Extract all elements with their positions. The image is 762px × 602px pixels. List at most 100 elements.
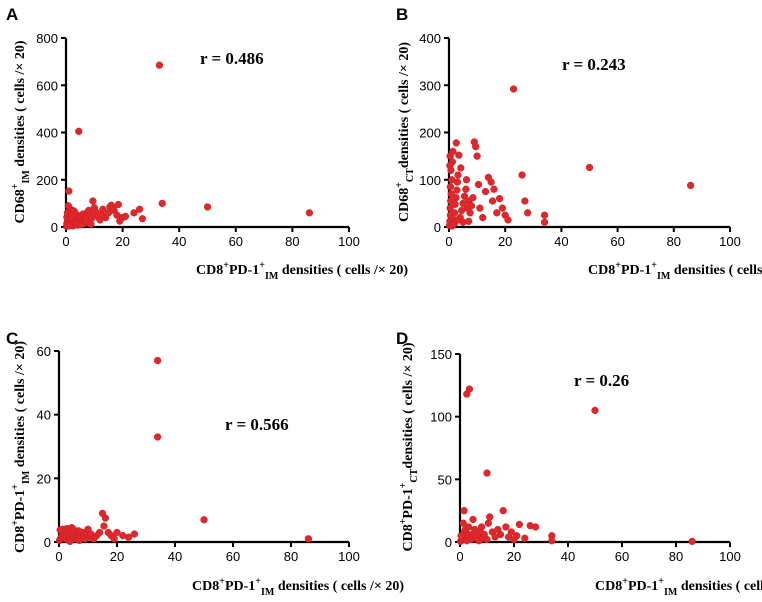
panel-b-point — [479, 213, 487, 222]
panel-b-point — [518, 171, 526, 179]
panel-d-point — [513, 532, 521, 540]
panel-b-y-label-tail: densities ( cells /× 20) — [397, 42, 412, 169]
panel-b-point — [452, 139, 460, 147]
panel-c-point — [100, 522, 108, 530]
panel-a-point — [158, 199, 166, 208]
panel-a-y-tick-label: 400 — [36, 126, 58, 141]
panel-c-x-tick-label: 40 — [168, 549, 182, 564]
panel-c-y-label-mid: PD-1 — [13, 490, 28, 520]
panel-a-x-label-tail: densities ( cells /× 20) — [278, 263, 408, 278]
panel-b-y-tick-label: 400 — [419, 31, 441, 46]
panel-a-y-label-sub: IM — [21, 170, 32, 184]
panel-b-point — [446, 183, 455, 191]
panel-b-point — [451, 200, 459, 208]
panel-b-point — [462, 176, 471, 184]
panel-d-point — [531, 523, 540, 531]
panel-c-y-tick-label: 40 — [37, 408, 51, 423]
panel-a-point — [121, 212, 130, 221]
panel-b-point — [455, 151, 463, 159]
panel-d-x-label-sub: IM — [664, 587, 678, 598]
panel-b-x-tick-label: 20 — [498, 234, 512, 249]
panel-b-point — [454, 171, 462, 179]
panel-b-y-label-sub: CT — [405, 168, 416, 182]
panel-a-point — [87, 220, 95, 228]
panel-a-x-label-sub: IM — [265, 271, 279, 282]
panel-a-x-label-sup1: + — [223, 260, 229, 271]
panel-a-y-tick-label: 600 — [36, 78, 58, 93]
panel-d-x-label-sup2: + — [658, 576, 664, 587]
panel-c-y-tick-label: 60 — [37, 344, 51, 359]
panel-a-y-label-tail: densities ( cells /× 20) — [13, 40, 28, 170]
panel-c-y-label-sub: IM — [21, 470, 32, 484]
panel-b-point — [453, 178, 462, 186]
panel-b-x-label-mid: PD-1 — [621, 263, 651, 278]
panel-d-x-tick-label: 20 — [507, 549, 521, 564]
panel-a-point — [75, 127, 83, 135]
panel-b-x-tick-label: 80 — [667, 234, 681, 249]
panel-d-point — [548, 537, 556, 545]
panel-c-x-label-sup2: + — [255, 576, 261, 587]
panel-b-point — [540, 218, 549, 226]
panel-d-point — [515, 520, 524, 529]
panel-c-y-label-sup2: + — [10, 484, 21, 490]
panel-b-x-label-main: CD8 — [588, 263, 615, 278]
panel-a-x-tick-label: 0 — [62, 234, 69, 249]
panel-a-point — [305, 209, 314, 217]
panel-b-point — [498, 204, 507, 212]
panel-a-x-tick-label: 100 — [338, 234, 360, 249]
panel-b-y-label: CD68+CTdensities ( cells /× 20) — [394, 42, 416, 222]
panel-b-point — [481, 187, 490, 196]
panel-a-point — [135, 205, 144, 213]
panel-d-point — [483, 535, 491, 544]
panel-d-point — [483, 469, 491, 477]
panel-b-point — [472, 143, 480, 151]
panel-c-x-tick-label: 80 — [284, 549, 298, 564]
panel-d-point — [460, 507, 468, 515]
panel-a-letter: A — [6, 5, 18, 24]
panel-b-x-label: CD8+PD-1+IM densities ( cells /× 20) — [588, 260, 762, 282]
panel-d-point — [507, 528, 515, 536]
panel-a-point — [64, 202, 72, 210]
panel-d-y-label: CD8+PD-1+CTdensities ( cells /× 20) — [398, 342, 420, 551]
panel-a-x-label-mid: PD-1 — [229, 263, 259, 278]
panel-b-point — [509, 85, 518, 93]
panel-c-y-label-tail: densities ( cells /× 20) — [13, 341, 28, 471]
panel-b-point — [687, 181, 695, 190]
panel-c-point — [200, 516, 208, 524]
panel-d-y-label-sub: CT — [409, 468, 420, 482]
panel-b-point — [473, 152, 481, 160]
panel-b-point — [493, 209, 501, 217]
panel-a-point — [203, 203, 212, 211]
panel-b-point — [504, 216, 512, 224]
panel-b-point — [452, 194, 460, 202]
panel-d-x-tick-label: 60 — [615, 549, 629, 564]
panel-b-point — [467, 202, 476, 210]
panel-b-point — [446, 204, 454, 212]
panel-c-x-label-tail: densities ( cells /× 20) — [274, 579, 404, 594]
panel-c-x-label-sub: IM — [261, 587, 275, 598]
panel-d-y-label-sup1: + — [398, 518, 409, 524]
panel-a-x-label-main: CD8 — [196, 263, 223, 278]
panel-d-point — [457, 532, 465, 540]
panel-b-y-label-sup: + — [394, 182, 405, 188]
panel-b-point — [476, 204, 484, 212]
panel-d-point — [502, 523, 510, 531]
panel-a-y-label: CD68+IM densities ( cells /× 20) — [10, 40, 32, 223]
panel-c-point — [95, 528, 104, 537]
panel-b-y-tick-label: 200 — [419, 126, 441, 141]
panel-b-x-tick-label: 0 — [445, 234, 452, 249]
panel-a-x-tick-label: 80 — [285, 234, 299, 249]
panel-d-y-tick-label: 0 — [445, 535, 452, 550]
panel-d-y-tick-label: 150 — [430, 347, 452, 362]
panel-d-y-label-sup2: + — [398, 482, 409, 488]
panel-b-point — [495, 195, 504, 203]
panel-d-point — [459, 519, 467, 527]
panel-c-point — [130, 530, 139, 538]
panel-d-point — [469, 515, 477, 524]
panel-b-point — [460, 192, 469, 200]
panel-a-y-tick-label: 0 — [51, 220, 58, 235]
panel-c-point — [75, 527, 83, 535]
panel-d-point — [688, 537, 696, 546]
